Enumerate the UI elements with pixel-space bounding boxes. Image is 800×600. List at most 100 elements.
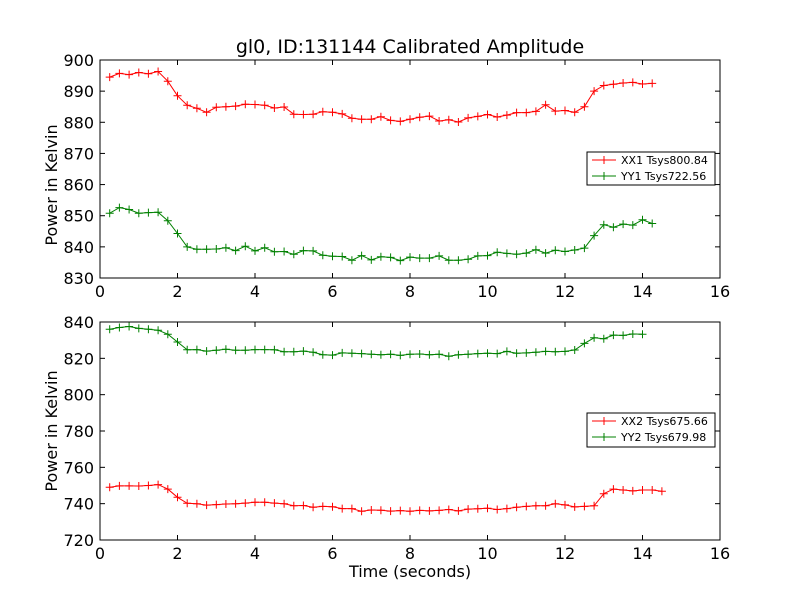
data-point-marker xyxy=(473,504,482,513)
data-point-marker xyxy=(318,502,327,511)
data-point-marker xyxy=(202,108,211,117)
data-point-marker xyxy=(125,70,134,79)
x-tick-label: 14 xyxy=(632,544,652,563)
data-point-marker xyxy=(192,345,201,354)
data-point-marker xyxy=(309,110,318,119)
data-point-marker xyxy=(154,208,163,217)
data-point-marker xyxy=(396,506,405,515)
data-point-marker xyxy=(154,67,163,76)
data-point-marker xyxy=(328,351,337,360)
data-point-marker xyxy=(522,348,531,357)
data-point-marker xyxy=(299,246,308,255)
data-point-marker xyxy=(648,486,657,494)
x-tick-label: 12 xyxy=(555,544,575,563)
data-point-marker xyxy=(270,499,279,508)
data-point-marker xyxy=(115,203,124,212)
data-point-marker xyxy=(309,348,318,357)
plot-area xyxy=(105,67,657,265)
data-point-marker xyxy=(386,350,395,359)
data-point-marker xyxy=(609,80,618,89)
data-point-marker xyxy=(357,115,366,124)
data-point-marker xyxy=(464,350,473,359)
data-point-marker xyxy=(280,347,289,356)
data-point-marker xyxy=(221,243,230,252)
data-point-marker xyxy=(318,107,327,116)
data-point-marker xyxy=(338,348,347,357)
data-point-marker xyxy=(638,330,647,339)
legend-label-xx1: XX1 Tsys800.84 xyxy=(621,154,708,167)
data-point-marker xyxy=(454,256,463,265)
bottom-chart: Time (seconds) Power in Kelvin 0 2 4 6 8 10 12… xyxy=(42,313,730,581)
x-tick-label: 14 xyxy=(632,282,652,301)
data-point-marker xyxy=(270,247,279,256)
y-tick-label: 840 xyxy=(63,238,94,257)
data-point-marker xyxy=(376,252,385,261)
data-point-marker xyxy=(260,101,269,110)
data-point-marker xyxy=(299,110,308,119)
data-point-marker xyxy=(376,350,385,359)
y-tick-label: 860 xyxy=(63,176,94,195)
data-point-marker xyxy=(415,113,424,122)
data-point-marker xyxy=(338,504,347,513)
data-point-marker xyxy=(289,250,298,259)
data-point-marker xyxy=(406,507,414,516)
data-point-marker xyxy=(590,333,599,342)
data-point-marker xyxy=(435,506,444,515)
data-point-marker xyxy=(435,251,444,260)
x-tick-label: 12 xyxy=(555,282,575,301)
data-point-marker xyxy=(638,486,647,494)
data-point-marker xyxy=(163,216,172,225)
data-point-marker xyxy=(570,346,579,354)
plot-area xyxy=(105,322,666,516)
x-tick-label: 0 xyxy=(95,544,105,563)
data-point-marker xyxy=(638,215,647,224)
data-point-marker xyxy=(289,501,298,510)
data-point-marker xyxy=(483,349,492,358)
data-point-marker xyxy=(221,345,230,354)
data-point-marker xyxy=(628,330,637,338)
data-point-marker xyxy=(173,493,182,502)
legend: XX2 Tsys675.66 YY2 Tsys679.98 xyxy=(586,412,716,448)
data-point-marker xyxy=(347,349,356,358)
data-point-marker xyxy=(396,256,405,265)
x-tick-label: 10 xyxy=(477,544,497,563)
data-point-marker xyxy=(551,246,560,255)
data-point-marker xyxy=(502,111,511,120)
data-point-marker xyxy=(590,231,599,240)
data-point-marker xyxy=(309,503,318,512)
data-point-marker xyxy=(406,253,414,262)
data-point-marker xyxy=(144,208,153,217)
data-point-marker xyxy=(241,242,250,251)
data-point-marker xyxy=(241,100,250,109)
data-point-marker xyxy=(570,246,579,254)
legend-label-xx2: XX2 Tsys675.66 xyxy=(621,415,708,428)
data-point-marker xyxy=(134,68,143,77)
data-point-marker xyxy=(590,501,599,510)
y-tick-label: 800 xyxy=(63,386,94,405)
plot-frame xyxy=(99,59,721,279)
data-point-marker xyxy=(561,247,569,256)
data-point-marker xyxy=(386,507,395,516)
legend-label-yy2: YY2 Tsys679.98 xyxy=(620,431,706,444)
data-point-marker xyxy=(376,112,385,121)
data-point-marker xyxy=(619,331,628,340)
chart-title: gl0, ID:131144 Calibrated Amplitude xyxy=(236,36,584,58)
data-point-marker xyxy=(231,246,240,255)
data-point-marker xyxy=(328,108,337,117)
data-point-marker xyxy=(347,504,356,513)
data-point-marker xyxy=(144,481,153,490)
data-point-marker xyxy=(425,112,434,121)
data-point-marker xyxy=(541,347,550,356)
y-axis-title: Power in Kelvin xyxy=(42,124,61,245)
data-point-marker xyxy=(619,79,628,87)
data-point-marker xyxy=(444,505,453,514)
data-point-marker xyxy=(454,118,463,126)
data-point-marker xyxy=(376,506,385,515)
data-point-marker xyxy=(541,100,550,109)
data-point-marker xyxy=(406,115,414,124)
x-tick-label: 2 xyxy=(172,544,182,563)
data-point-marker xyxy=(425,254,434,263)
legend-marker-xx2 xyxy=(600,417,608,425)
data-point-marker xyxy=(551,499,560,508)
data-point-marker xyxy=(483,504,492,513)
